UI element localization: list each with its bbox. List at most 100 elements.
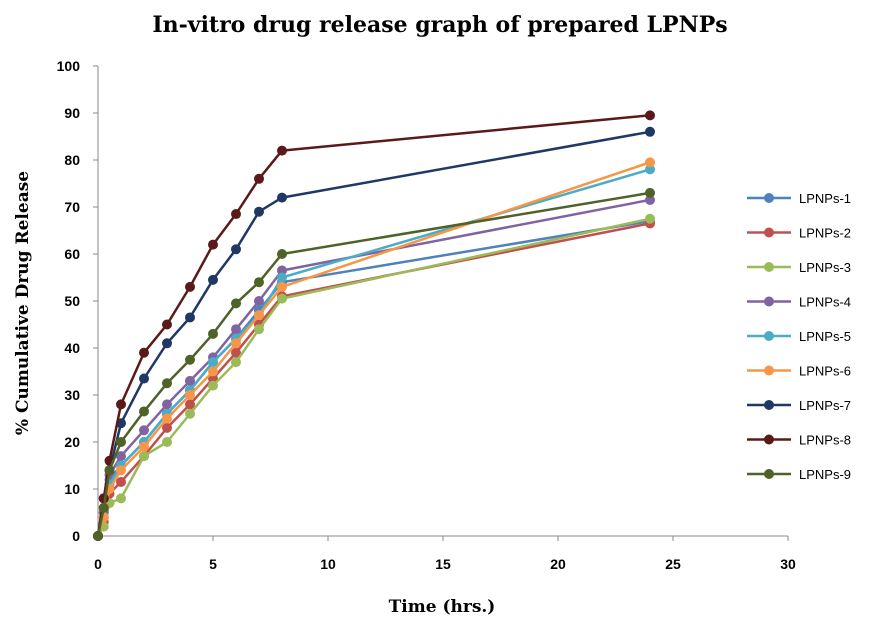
legend-label: LPNPs-1 <box>799 191 851 206</box>
data-point <box>208 366 218 377</box>
x-tick-label: 30 <box>780 556 796 572</box>
data-point <box>277 272 287 283</box>
y-tick-label: 80 <box>64 152 80 168</box>
data-point <box>645 213 655 224</box>
data-point <box>277 249 287 259</box>
data-point <box>139 441 149 452</box>
data-point <box>185 375 195 386</box>
data-point <box>231 298 241 309</box>
legend: LPNPs-1 LPNPs-2 LPNPs-3 LPNPs-4 LPNPs-5 LPNPs… <box>747 191 851 482</box>
data-point <box>231 324 241 335</box>
data-point <box>277 293 287 304</box>
data-point <box>645 187 655 198</box>
data-point <box>254 324 264 335</box>
series-line <box>96 114 651 537</box>
data-point <box>254 277 264 288</box>
legend-label: LPNPs-8 <box>799 433 851 448</box>
legend-item: LPNPs-8 <box>747 433 851 448</box>
data-point <box>116 437 126 447</box>
series-layer <box>93 110 655 541</box>
y-tick-label: 70 <box>64 199 80 215</box>
x-axis-label: Time (hrs.) <box>389 597 496 617</box>
data-point <box>277 265 287 276</box>
series-line <box>96 191 651 537</box>
data-point <box>231 347 241 358</box>
data-point <box>208 239 218 250</box>
data-point <box>185 281 195 292</box>
data-point <box>254 173 264 184</box>
y-tick-label: 0 <box>72 528 80 544</box>
data-point <box>104 465 115 476</box>
data-point <box>162 319 172 330</box>
legend-label: LPNPs-4 <box>799 295 851 310</box>
y-tick-label: 100 <box>57 58 81 74</box>
legend-swatch-marker <box>764 434 774 445</box>
legend-label: LPNPs-6 <box>799 364 851 379</box>
data-point <box>162 338 172 349</box>
data-point <box>116 399 126 410</box>
data-point <box>254 296 264 306</box>
y-tick-label: 30 <box>64 387 80 403</box>
data-point <box>208 373 218 384</box>
legend-swatch-marker <box>764 469 774 479</box>
data-point <box>231 338 241 349</box>
data-point <box>231 209 241 220</box>
legend-swatch-marker <box>764 331 774 341</box>
y-tick-label: 60 <box>64 246 80 262</box>
data-point <box>162 413 172 424</box>
legend-item: LPNPs-1 <box>747 191 851 206</box>
legend-label: LPNPs-3 <box>799 260 851 275</box>
data-point <box>208 380 218 391</box>
data-point <box>162 378 172 389</box>
chart-title: In-vitro drug release graph of prepared … <box>152 12 727 38</box>
data-point <box>645 110 655 121</box>
axes: 0 10 20 30 40 50 60 70 80 90 100 0 5 10 15 20 25 30 <box>57 58 796 572</box>
legend-item: LPNPs-4 <box>747 295 851 310</box>
series-line <box>96 161 651 537</box>
data-point <box>162 399 172 410</box>
y-tick-label: 10 <box>64 481 80 497</box>
y-tick-label: 90 <box>64 105 80 121</box>
data-point <box>645 194 655 205</box>
data-point <box>116 476 126 487</box>
legend-label: LPNPs-9 <box>799 467 851 482</box>
legend-label: LPNPs-7 <box>799 398 851 413</box>
legend-item: LPNPs-2 <box>747 226 851 241</box>
data-point <box>254 206 264 217</box>
series-3 <box>93 213 655 541</box>
series-5 <box>93 164 655 541</box>
data-point <box>185 390 195 400</box>
legend-swatch-marker <box>764 227 774 238</box>
y-tick-label: 40 <box>64 340 80 356</box>
data-point <box>139 373 149 384</box>
data-point <box>139 451 149 462</box>
legend-item: LPNPs-7 <box>747 398 851 413</box>
data-point <box>98 502 109 513</box>
data-point <box>185 354 195 365</box>
data-point <box>139 406 149 417</box>
data-point <box>645 126 655 137</box>
legend-item: LPNPs-5 <box>747 329 851 344</box>
legend-swatch-marker <box>764 365 774 376</box>
data-point <box>645 157 655 168</box>
legend-swatch-marker <box>764 262 774 272</box>
legend-label: LPNPs-5 <box>799 329 851 344</box>
data-point <box>185 312 195 323</box>
data-point <box>208 357 218 368</box>
series-line <box>96 222 651 537</box>
y-tick-label: 50 <box>64 293 80 309</box>
x-tick-label: 20 <box>550 556 566 572</box>
legend-label: LPNPs-2 <box>799 226 851 241</box>
data-point <box>162 437 172 447</box>
legend-item: LPNPs-3 <box>747 260 851 275</box>
x-tick-label: 15 <box>435 556 451 572</box>
x-tick-label: 25 <box>665 556 681 572</box>
data-point <box>277 281 287 292</box>
data-point <box>162 422 172 433</box>
legend-swatch-marker <box>764 193 774 203</box>
series-line <box>96 219 651 537</box>
data-point <box>231 244 241 255</box>
data-point <box>277 192 287 203</box>
x-tick-label: 10 <box>320 556 336 572</box>
y-tick-label: 20 <box>64 434 80 450</box>
